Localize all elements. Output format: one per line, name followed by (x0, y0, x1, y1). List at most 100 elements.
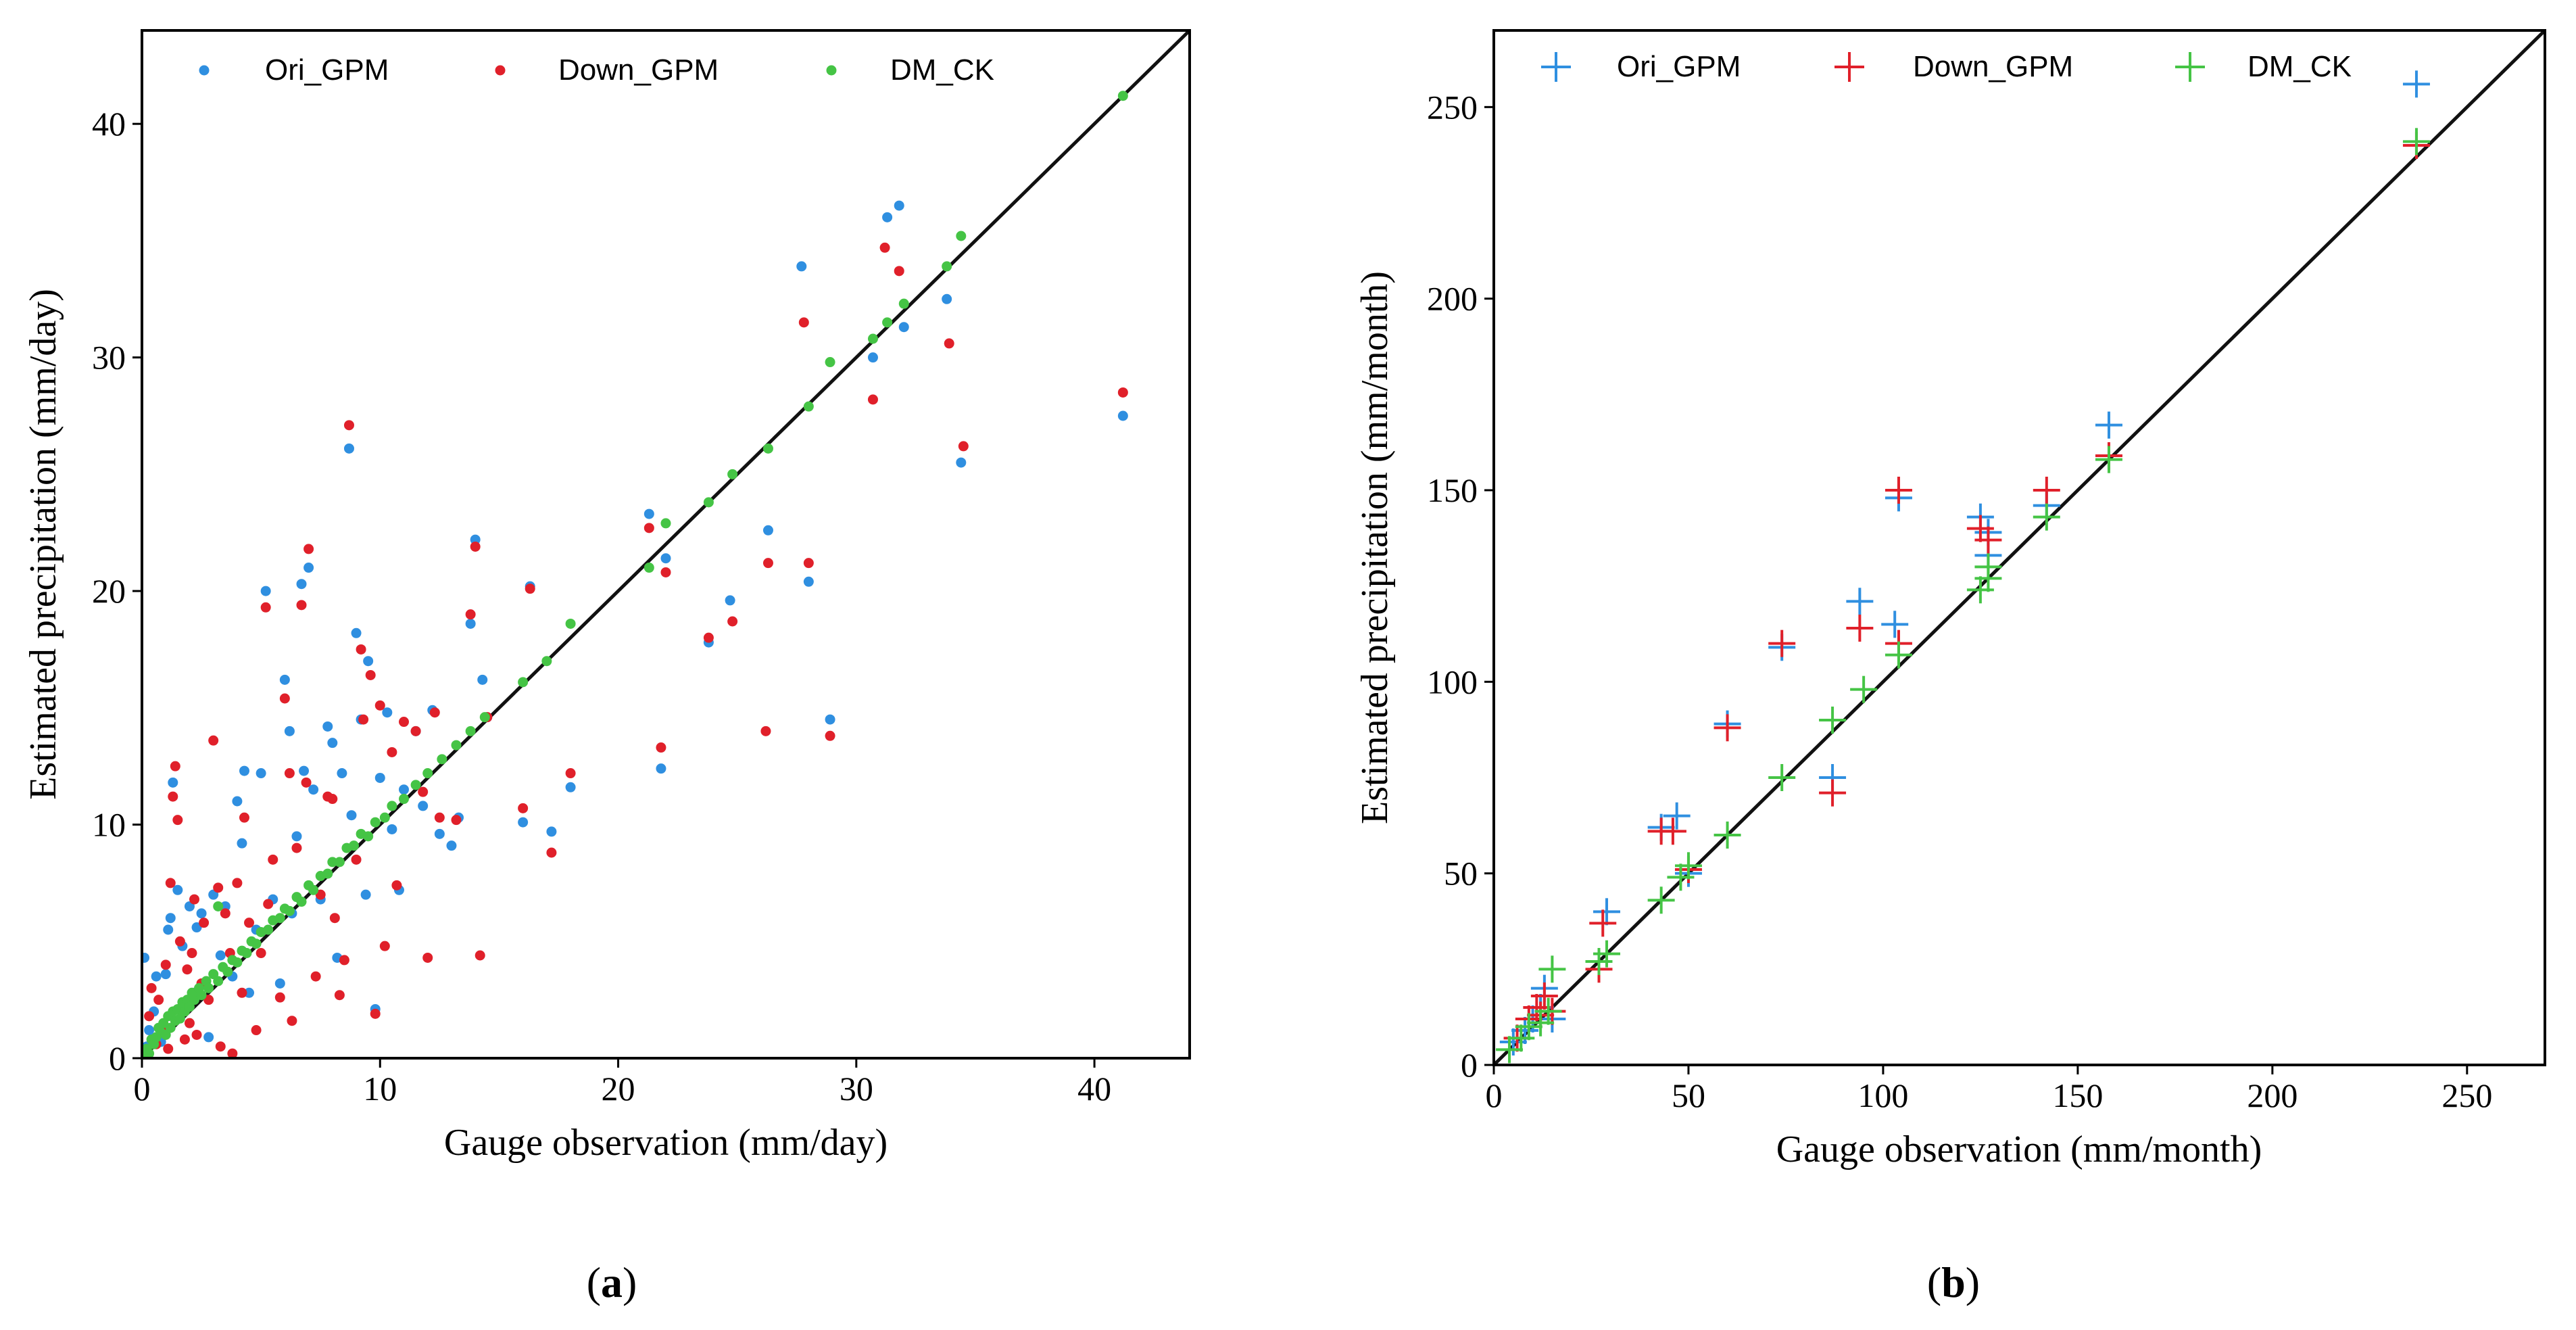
chart-a-point (703, 632, 714, 643)
chart-a-point (144, 1025, 155, 1036)
chart-b-y-tick-label: 150 (1427, 471, 1478, 509)
chart-a-point (796, 261, 807, 272)
chart-a-x-tick-label: 20 (602, 1070, 635, 1108)
chart-a-point (174, 936, 185, 947)
chart-a-point (191, 922, 202, 933)
chart-a-point (310, 971, 321, 982)
chart-b-point (1659, 817, 1686, 845)
chart-a-point (334, 990, 345, 1001)
chart-a-point (334, 857, 345, 868)
chart-a-point (339, 955, 349, 966)
chart-a-point (565, 768, 576, 779)
chart-b-legend: Ori_GPM Down_GPM DM_CK (1541, 50, 2352, 83)
chart-a-point (410, 726, 421, 736)
chart-a-legend-marker (495, 65, 506, 76)
chart-a-point (422, 952, 433, 963)
chart-a-point (660, 518, 671, 529)
chart-a-point (260, 586, 271, 596)
chart-a-point (213, 901, 224, 911)
chart-a-point (168, 777, 178, 788)
chart-a-point (410, 780, 421, 790)
chart-a-point (825, 714, 835, 725)
chart-b-point (1647, 886, 1675, 914)
chart-a-point (518, 803, 529, 813)
chart-b-x-tick-label: 0 (1486, 1076, 1503, 1114)
chart-a-point (1117, 410, 1128, 421)
chart-b-point (1511, 1017, 1539, 1044)
chart-a-point (144, 1011, 155, 1022)
chart-a-point (479, 712, 490, 723)
chart-b-legend-item: DM_CK (2175, 50, 2352, 83)
chart-a-point (879, 242, 890, 253)
chart-a-point (251, 939, 262, 949)
chart-a-point (475, 950, 485, 961)
chart-a-point (165, 913, 176, 924)
chart-a-point (374, 772, 385, 783)
chart-b-point (1846, 588, 1874, 615)
chart-a-point (391, 880, 402, 890)
chart-a-point (446, 840, 457, 851)
chart-b-point (1974, 553, 2002, 581)
chart-a-point (803, 576, 814, 587)
chart-b-point (1966, 576, 1994, 604)
chart-a-legend-marker (199, 65, 210, 76)
chart-b-point (1527, 1009, 1555, 1037)
chart-a-point (437, 754, 447, 765)
chart-a-y-tick-label: 30 (92, 339, 126, 377)
chart-b-y-tick-label: 200 (1427, 280, 1478, 318)
chart-b-point (2033, 503, 2060, 531)
chart-a-point (546, 826, 557, 837)
chart-a-point (360, 889, 371, 900)
chart-a-point (351, 627, 362, 638)
chart-a-point (144, 1048, 155, 1058)
chart-a-x-tick-label: 30 (840, 1070, 873, 1108)
chart-a-point (565, 618, 576, 629)
chart-a-point (329, 913, 340, 924)
chart-a-point (349, 840, 360, 851)
chart-b-point (1534, 997, 1562, 1025)
chart-b-point (1515, 1013, 1542, 1041)
chart-a-point (163, 924, 174, 935)
chart-b-point (2033, 477, 2060, 504)
chart-a-point (184, 1018, 195, 1028)
chart-a-point (179, 1034, 190, 1045)
chart-a-point (337, 768, 347, 779)
chart-b-legend-item: Ori_GPM (1541, 50, 1741, 83)
chart-a-point (232, 957, 243, 968)
chart-a-point (296, 897, 307, 907)
chart-a-point (296, 579, 307, 590)
chart-a-y-tick-label: 40 (92, 105, 126, 143)
chart-a-point (232, 796, 243, 807)
chart-a-point (882, 212, 893, 222)
chart-a-point (944, 338, 954, 349)
chart-a-point (237, 838, 247, 849)
chart-a-point (660, 553, 671, 564)
chart-a-point (399, 784, 409, 795)
chart-b-one-to-one-line (1494, 30, 2545, 1065)
chart-a-point (867, 394, 878, 405)
chart-a-points (142, 91, 1128, 1058)
chart-a-point (898, 322, 909, 333)
chart-a-point (451, 740, 462, 751)
chart-a-y-tick-label: 20 (92, 572, 126, 610)
chart-a-point (215, 1041, 226, 1052)
chart-a-point (189, 995, 199, 1005)
chart-a-point (303, 544, 314, 554)
chart-a-point (239, 812, 249, 823)
chart-a-x-axis-title: Gauge observation (mm/day) (444, 1122, 888, 1164)
chart-b-point (1846, 615, 1874, 642)
chart-a-point (296, 600, 307, 611)
chart-a-point (370, 1008, 381, 1019)
chart-a-point (256, 768, 266, 779)
chart-a-point (465, 618, 476, 629)
chart-a-point (196, 908, 207, 919)
chart-b-point (2095, 411, 2122, 439)
chart-a-point (189, 894, 199, 905)
chart-a-point (187, 948, 197, 959)
chart-a-point (434, 812, 445, 823)
chart-a-point (956, 231, 967, 241)
chart-a-point (356, 644, 366, 655)
chart-a-point (182, 964, 193, 975)
chart-b-point (1593, 940, 1621, 968)
chart-b-point (1714, 714, 1741, 742)
